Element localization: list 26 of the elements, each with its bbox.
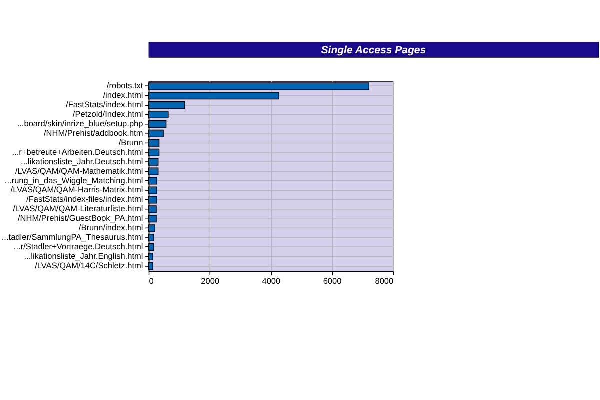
y-tick-label: /NHM/Prehist/addbook.htm — [44, 128, 144, 138]
chart-title: Single Access Pages — [321, 44, 426, 56]
y-tick-label: /Brunn/index.html — [78, 224, 144, 233]
y-tick-label: ...likationsliste_Jahr.English.html — [24, 252, 144, 261]
y-tick-label: /robots.txt — [106, 82, 144, 91]
y-tick-label: /LVAS/QAM/QAM-Mathematik.html — [15, 166, 144, 176]
x-tick-label: 2000 — [201, 276, 220, 286]
y-tick-label: ...likationsliste_Jahr.Deutsch.html — [21, 157, 144, 166]
y-tick-label: ...rung_in_das_Wiggle_Matching.html — [4, 176, 144, 186]
y-tick-label: /Petzold/Index.html — [72, 110, 144, 120]
y-tick-label: /FastStats/index.html — [66, 100, 144, 110]
y-tick-label: /NHM/Prehist/GuestBook_PA.html — [18, 214, 144, 224]
y-tick-label: /index.html — [103, 91, 144, 100]
y-tick-label: /LVAS/QAM/QAM-Literaturliste.html — [13, 204, 144, 214]
x-tick-label: 4000 — [262, 276, 282, 286]
x-tick-label: 0 — [149, 276, 154, 286]
y-tick-label: /LVAS/QAM/QAM-Harris-Matrix.html — [10, 186, 144, 195]
x-tick-label: 8000 — [375, 276, 394, 286]
y-tick-label: ...r/Stadler+Vortraege.Deutsch.html — [14, 242, 144, 252]
y-tick-label: /FastStats/index-files/index.html — [26, 195, 144, 204]
y-tick-label: ...r+betreute+Arbeiten.Deutsch.html — [12, 148, 144, 157]
y-tick-label: /Brunn — [118, 138, 144, 148]
y-tick-label: ...board/skin/inrize_blue/setup.php — [17, 119, 144, 128]
y-tick-label: ...tadler/SammlungPA_Thesaurus.html — [2, 233, 144, 242]
x-tick-label: 6000 — [323, 276, 342, 286]
y-tick-label: /LVAS/QAM/14C/Schletz.html — [35, 261, 144, 270]
